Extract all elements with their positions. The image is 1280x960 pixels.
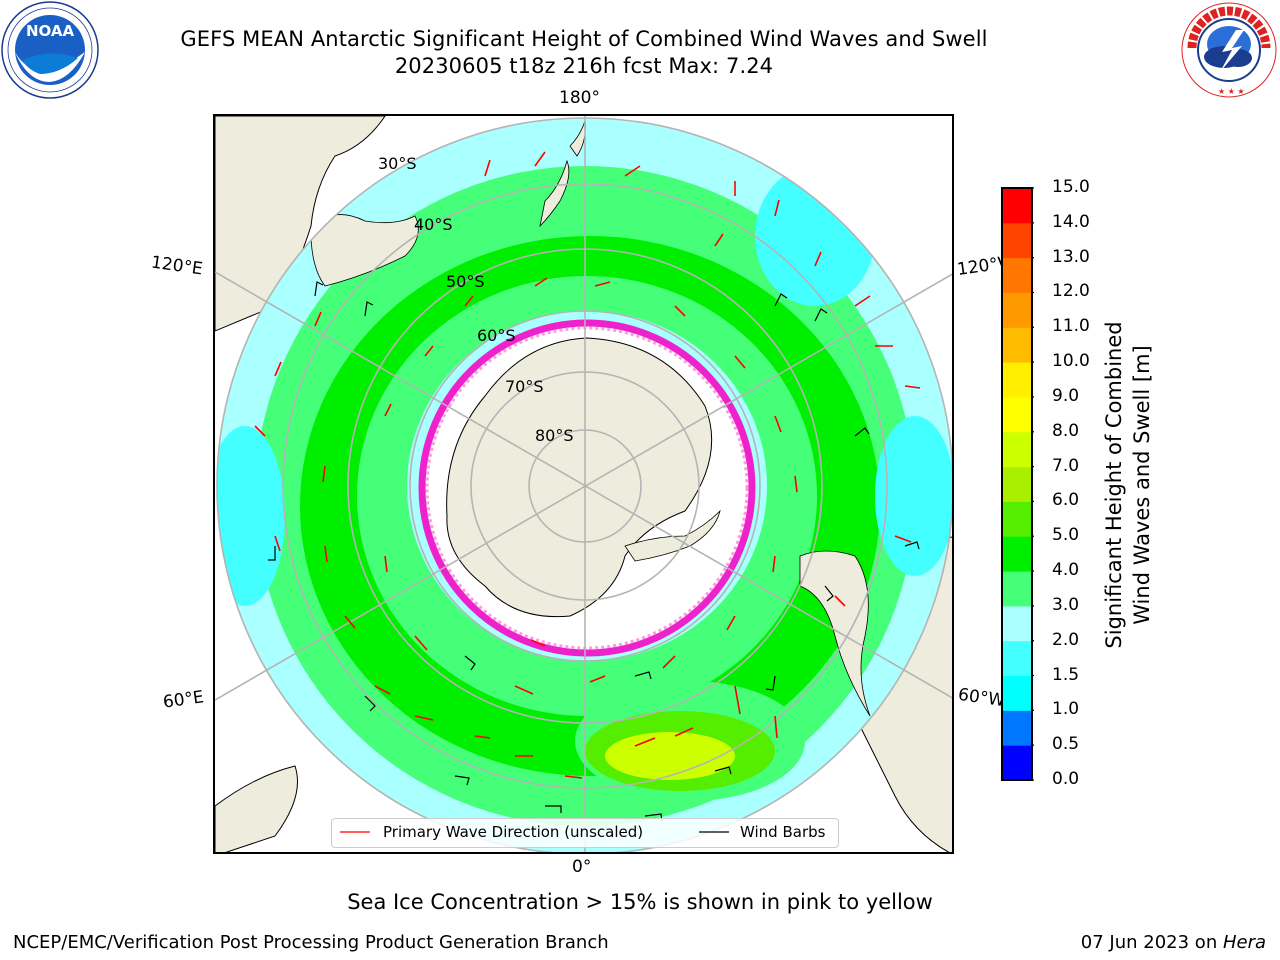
colorbar-tick-label: 1.0	[1052, 699, 1080, 720]
colorbar-segment	[1002, 675, 1032, 711]
colorbar-tick-label: 12.0	[1052, 281, 1090, 302]
colorbar-label-line2: Wind Waves and Swell [m]	[1130, 345, 1154, 625]
lon-label-right-lower: 60°W	[956, 684, 1007, 712]
lat-label-60s: 60°S	[477, 326, 516, 345]
lon-label-top: 180°	[559, 88, 600, 108]
colorbar-segment	[1002, 327, 1032, 363]
noaa-logo-text: NOAA	[26, 22, 75, 40]
lat-label-40s: 40°S	[414, 215, 453, 234]
lat-label-50s: 50°S	[446, 272, 485, 291]
map-panel: 30°S 40°S 50°S 60°S 70°S 80°S	[213, 114, 954, 854]
sea-ice-note: Sea Ice Concentration > 15% is shown in …	[347, 890, 933, 914]
colorbar-tick-label: 1.5	[1052, 664, 1080, 685]
lat-label-30s: 30°S	[378, 154, 417, 173]
lat-label-70s: 70°S	[505, 377, 544, 396]
colorbar-tick-label: 11.0	[1052, 316, 1090, 337]
lon-label-left-lower: 60°E	[161, 687, 206, 713]
nws-logo: ★ ★ ★	[1178, 0, 1280, 100]
colorbar-tick-label: 7.0	[1052, 455, 1080, 476]
colorbar-tick-label: 0.0	[1052, 769, 1080, 789]
colorbar-tick-label: 4.0	[1052, 560, 1080, 581]
colorbar-segment	[1002, 431, 1032, 468]
noaa-logo: NOAA	[0, 0, 100, 100]
colorbar-tick-label: 15.0	[1052, 177, 1090, 197]
colorbar-tick-label: 5.0	[1052, 525, 1080, 546]
colorbar-segment	[1002, 396, 1032, 433]
colorbar-label-line1: Significant Height of Combined	[1102, 321, 1126, 649]
colorbar-segment	[1002, 362, 1032, 398]
colorbar-tick-label: 3.0	[1052, 594, 1080, 615]
colorbar-segment	[1002, 571, 1032, 607]
colorbar-segment	[1002, 292, 1032, 328]
lat-label-80s: 80°S	[535, 426, 574, 445]
chart-subtitle: 20230605 t18z 216h fcst Max: 7.24	[394, 54, 774, 78]
colorbar-segment	[1002, 257, 1032, 293]
graticule	[215, 116, 952, 852]
lon-label-left-upper: 120°E	[149, 252, 204, 280]
wind-barbs	[268, 281, 920, 822]
colorbar-tick-label: 2.0	[1052, 629, 1080, 650]
colorbar-segment	[1002, 188, 1032, 224]
colorbar-segment	[1002, 536, 1032, 572]
colorbar-segment	[1002, 466, 1032, 502]
footer-date: 07 Jun 2023 on Hera	[1081, 932, 1266, 953]
colorbar-segment	[1002, 745, 1032, 781]
footer-host: Hera	[1222, 932, 1266, 953]
svg-text:★ ★ ★: ★ ★ ★	[1218, 87, 1245, 96]
map-legend: Primary Wave Direction (unscaled) Wind B…	[331, 818, 839, 848]
colorbar-segment	[1002, 710, 1032, 746]
colorbar-segment	[1002, 501, 1032, 537]
map-svg: 30°S 40°S 50°S 60°S 70°S 80°S	[215, 116, 952, 852]
colorbar-tick-label: 10.0	[1052, 351, 1090, 372]
footer-credit: NCEP/EMC/Verification Post Processing Pr…	[13, 932, 609, 953]
colorbar-tick-label: 8.0	[1052, 420, 1080, 441]
footer-date-text: 07 Jun 2023 on	[1080, 932, 1223, 953]
chart-title: GEFS MEAN Antarctic Significant Height o…	[180, 27, 988, 51]
colorbar-label: Significant Height of Combined Wind Wave…	[1100, 321, 1156, 648]
colorbar-tick-label: 6.0	[1052, 490, 1080, 511]
legend-primary-wave: Primary Wave Direction (unscaled)	[383, 823, 644, 841]
wave-direction-arrows	[254, 151, 921, 779]
lon-label-bottom: 0°	[572, 857, 592, 877]
colorbar-segment	[1002, 640, 1032, 677]
colorbar-segment	[1002, 222, 1032, 259]
colorbar-segment	[1002, 605, 1032, 642]
colorbar-tick-label: 9.0	[1052, 385, 1080, 406]
colorbar-tick-label: 13.0	[1052, 246, 1090, 267]
legend-wind-barbs: Wind Barbs	[740, 823, 826, 841]
colorbar-tick-label: 0.5	[1052, 734, 1080, 755]
colorbar	[1001, 187, 1034, 781]
colorbar-tick-label: 14.0	[1052, 211, 1090, 232]
